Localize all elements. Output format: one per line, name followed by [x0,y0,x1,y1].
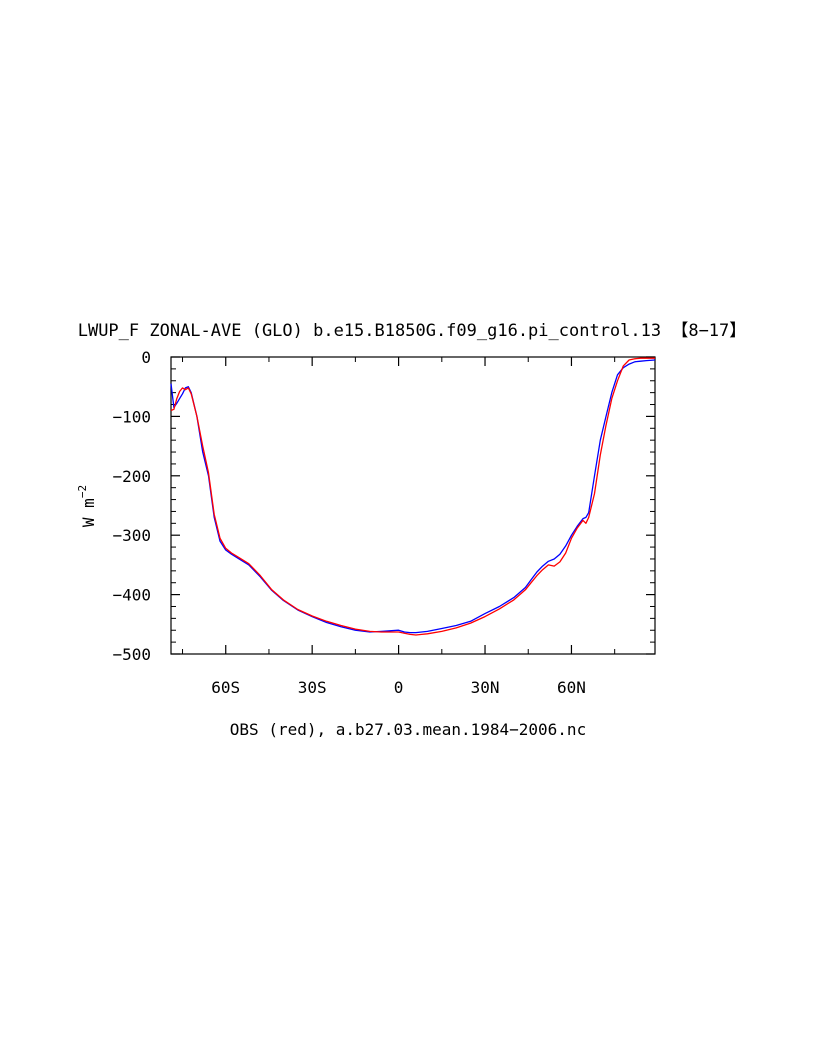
x-axis-title: OBS (red), a.b27.03.mean.1984−2006.nc [230,720,586,739]
y-axis-label: W m [79,498,98,527]
y-tick-label-3: −300 [112,526,151,545]
series-line-1 [170,357,655,636]
x-tick-label-4: 60N [557,678,586,697]
plot-frame [170,356,656,655]
y-axis-unit-exponent: −2 [76,485,89,498]
x-tick-label-0: 60S [211,678,240,697]
x-tick-label-3: 30N [471,678,500,697]
y-tick-label-0: 0 [141,348,151,367]
x-tick-label-1: 30S [298,678,327,697]
y-tick-label-5: −500 [112,645,151,664]
series-group [170,357,656,636]
x-tick-label-2: 0 [394,678,404,697]
y-tick-label-2: −200 [112,467,151,486]
chart-title: LWUP_F ZONAL-AVE (GLO) b.e15.B1850G.f09_… [78,321,747,341]
axis-ticks: 60S 30S 0 30N 60N 0 −100 −200 −300 −400 −500 [112,348,655,697]
series-line-0 [170,359,656,634]
y-axis-title: W m−2 [76,485,98,527]
y-tick-label-4: −400 [112,586,151,605]
y-tick-label-1: −100 [112,407,151,426]
